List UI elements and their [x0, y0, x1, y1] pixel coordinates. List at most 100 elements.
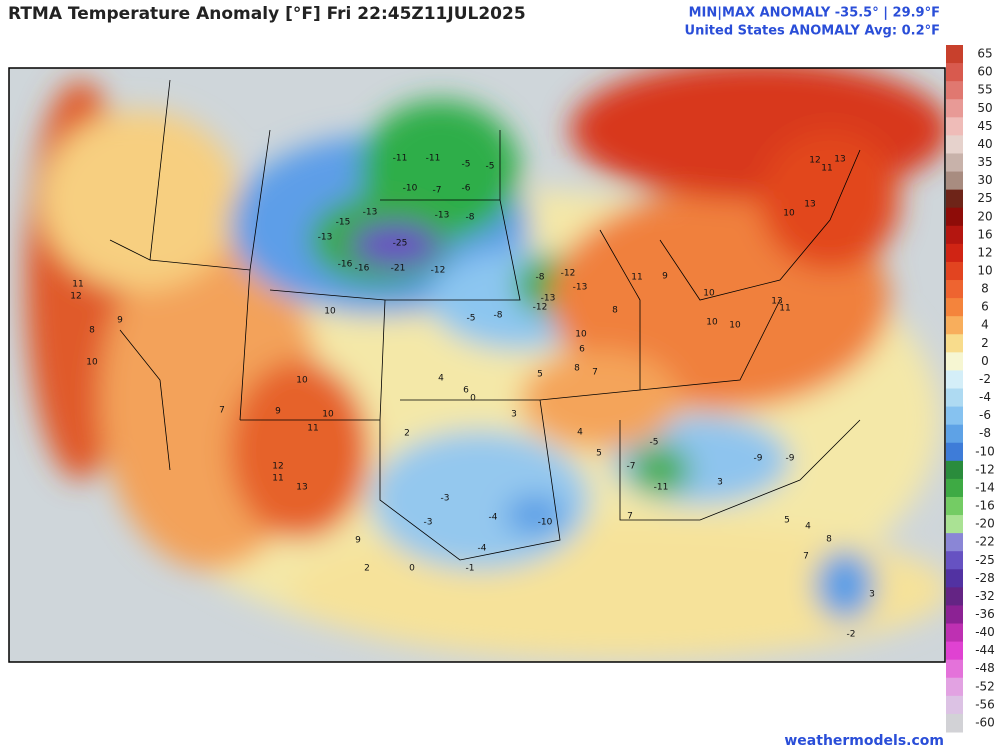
colorbar-segment — [946, 135, 963, 154]
map-value: -5 — [486, 162, 495, 172]
map-value: 4 — [805, 522, 811, 532]
colorbar-segment — [946, 45, 963, 64]
colorbar-segment — [946, 261, 963, 281]
colorbar-label: 45 — [977, 119, 992, 133]
map-value: -4 — [489, 513, 498, 523]
colorbar-label: 65 — [977, 47, 992, 61]
colorbar-label: -14 — [975, 480, 995, 494]
map-value: 5 — [784, 516, 790, 526]
map-value: -9 — [786, 454, 795, 464]
colorbar-label: 55 — [977, 83, 992, 97]
colorbar-segment — [946, 442, 963, 462]
map-value: 10 — [783, 209, 795, 219]
colorbar-label: -6 — [979, 408, 991, 422]
colorbar-segment — [946, 533, 963, 552]
colorbar-segment — [946, 460, 963, 480]
colorbar-segment — [946, 569, 963, 588]
colorbar-label: -4 — [979, 390, 991, 404]
colorbar-label: 4 — [981, 318, 989, 332]
colorbar-label: 60 — [977, 65, 992, 79]
colorbar-segment — [946, 334, 963, 353]
map-value: 5 — [537, 370, 543, 380]
map-value: -12 — [533, 303, 548, 313]
map-value: -13 — [435, 211, 450, 221]
map-value: 2 — [404, 429, 410, 439]
map-value: -25 — [393, 239, 408, 249]
colorbar-segment — [946, 243, 963, 263]
title: RTMA Temperature Anomaly [°F] Fri 22:45Z… — [8, 4, 526, 24]
colorbar-label: 16 — [977, 227, 992, 241]
map-value: 12 — [809, 156, 820, 166]
colorbar-label: 50 — [977, 101, 992, 115]
stats-line: MIN|MAX ANOMALY -35.5° | 29.9°F — [689, 6, 940, 21]
footer: weathermodels.com — [784, 733, 944, 749]
colorbar-label: 25 — [977, 191, 992, 205]
map-value: 7 — [627, 512, 633, 522]
map-value: -5 — [467, 314, 476, 324]
colorbar-label: -10 — [975, 444, 995, 458]
colorbar-label: -48 — [975, 661, 995, 675]
map-value: -7 — [433, 186, 442, 196]
map-value: -7 — [627, 462, 636, 472]
colorbar-segment — [946, 406, 963, 426]
map-value: 10 — [729, 321, 741, 331]
colorbar-segment — [946, 81, 963, 100]
colorbar-label: -16 — [975, 499, 995, 513]
map-value: 13 — [834, 155, 845, 165]
map-value: 0 — [470, 394, 476, 404]
map-value: 11 — [307, 424, 318, 434]
colorbar-segment — [946, 298, 963, 317]
map-value: 7 — [219, 406, 225, 416]
colorbar-label: 30 — [977, 173, 992, 187]
map-value: -5 — [650, 438, 659, 448]
map-value: 4 — [577, 428, 583, 438]
map-value: 13 — [296, 483, 307, 493]
map-value: 8 — [89, 326, 95, 336]
map-value: 12 — [272, 462, 283, 472]
colorbar-label: -60 — [975, 715, 995, 729]
colorbar-segment — [946, 605, 963, 625]
colorbar-segment — [946, 478, 963, 498]
colorbar-label: 20 — [977, 209, 992, 223]
colorbar-label: -12 — [975, 462, 995, 476]
map-value: -2 — [847, 630, 856, 640]
stats-line: United States ANOMALY Avg: 0.2°F — [685, 24, 940, 39]
map-value: -3 — [424, 518, 433, 528]
map-value: 10 — [322, 410, 334, 420]
colorbar-label: -44 — [975, 643, 995, 657]
map-value: 8 — [826, 535, 832, 545]
colorbar-segment — [946, 207, 963, 227]
map-value: 9 — [275, 407, 281, 417]
map-value: 11 — [779, 304, 790, 314]
colorbar-segment — [946, 370, 963, 389]
colorbar-label: 2 — [981, 336, 989, 350]
state-borders — [109, 79, 861, 561]
colorbar-label: -32 — [975, 589, 995, 603]
map-value: 13 — [771, 297, 782, 307]
map-value: 8 — [612, 306, 618, 316]
colorbar-segment — [946, 677, 963, 697]
colorbar-segment — [946, 587, 963, 606]
colorbar-label: -52 — [975, 679, 995, 693]
colorbar-label: 12 — [977, 245, 992, 259]
colorbar-label: -22 — [975, 535, 995, 549]
colorbar-label: 8 — [981, 282, 989, 296]
colorbar-segment — [946, 496, 963, 516]
colorbar-segment — [946, 171, 963, 191]
map-value: -4 — [478, 544, 487, 554]
map-value: 11 — [821, 164, 832, 174]
map-value: 9 — [117, 316, 123, 326]
map-value: -5 — [462, 160, 471, 170]
colorbar-segment — [946, 424, 963, 444]
colorbar-label: 35 — [977, 155, 992, 169]
map-value: -11 — [393, 154, 408, 164]
map-value: 5 — [596, 449, 602, 459]
colorbar-segment — [946, 388, 963, 408]
map-value: 8 — [574, 364, 580, 374]
map-value: 10 — [703, 289, 715, 299]
map-value: -8 — [466, 213, 475, 223]
colorbar-label: -20 — [975, 517, 995, 531]
colorbar-segment — [946, 225, 963, 245]
colorbar-segment — [946, 551, 963, 570]
map-labels: -25-21-16 -16-13-15-13 -13-12-10-11 -11-7 -6… — [70, 154, 875, 640]
